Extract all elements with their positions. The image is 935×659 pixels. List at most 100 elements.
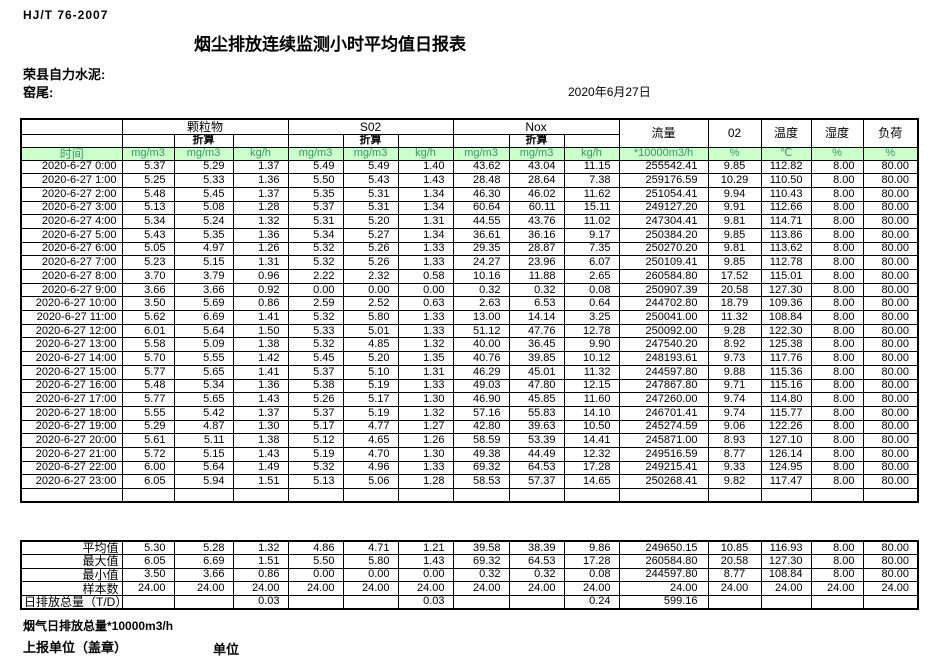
value-cell: 6.05 bbox=[121, 474, 175, 489]
value-cell: 46.90 bbox=[452, 392, 510, 407]
value-cell: 1.31 bbox=[232, 255, 289, 270]
header-blank-cell bbox=[232, 133, 289, 148]
value-cell: 5.08 bbox=[173, 200, 234, 216]
value-cell: 4.85 bbox=[342, 337, 399, 353]
value-cell: 11.60 bbox=[563, 392, 620, 407]
value-cell: 4.70 bbox=[342, 446, 399, 462]
value-cell: 5.31 bbox=[342, 200, 399, 216]
value-cell: 8.00 bbox=[810, 364, 864, 380]
value-cell: 49.38 bbox=[452, 446, 510, 462]
time-cell: 2020-6-27 1:00 bbox=[20, 173, 123, 188]
summary-value-cell bbox=[760, 594, 812, 610]
value-cell: 13.00 bbox=[452, 310, 510, 325]
summary-value-cell: 24.00 bbox=[397, 581, 454, 596]
value-cell: 0.08 bbox=[563, 282, 620, 298]
value-cell: 9.74 bbox=[707, 392, 762, 407]
summary-value-cell: 0.32 bbox=[452, 567, 510, 583]
value-cell: 2.22 bbox=[287, 269, 344, 284]
value-cell: 44.49 bbox=[508, 446, 565, 462]
value-cell: 125.38 bbox=[760, 337, 812, 353]
value-cell: 24.27 bbox=[452, 255, 510, 270]
value-cell: 1.38 bbox=[232, 337, 289, 353]
value-cell: 4.96 bbox=[342, 460, 399, 476]
value-cell: 5.09 bbox=[173, 337, 234, 353]
summary-value-cell: 0.86 bbox=[232, 567, 289, 583]
value-cell: 57.16 bbox=[452, 405, 510, 421]
value-cell: 5.34 bbox=[121, 214, 175, 229]
unit-header: % bbox=[810, 146, 864, 161]
summary-value-cell: 9.86 bbox=[563, 540, 620, 556]
converted-label: 折算 bbox=[173, 133, 234, 148]
value-cell: 1.36 bbox=[232, 227, 289, 243]
data-row: 2020-6-27 7:00 5.23 5.15 1.31 5.32 5.26 1.33 24… bbox=[20, 255, 919, 270]
value-cell: 249516.59 bbox=[618, 446, 709, 462]
value-cell: 108.84 bbox=[760, 310, 812, 325]
value-cell: 250041.00 bbox=[618, 310, 709, 325]
value-cell: 40.00 bbox=[452, 337, 510, 353]
value-cell: 14.14 bbox=[508, 310, 565, 325]
value-cell: 4.87 bbox=[173, 419, 234, 435]
summary-value-cell bbox=[810, 594, 864, 610]
unit-header: kg/h bbox=[232, 146, 289, 161]
summary-value-cell bbox=[287, 594, 344, 610]
value-cell: 80.00 bbox=[862, 378, 919, 394]
time-cell: 2020-6-27 10:00 bbox=[20, 296, 123, 312]
value-cell: 5.64 bbox=[173, 323, 234, 339]
value-cell: 5.20 bbox=[342, 214, 399, 229]
value-cell: 9.74 bbox=[707, 405, 762, 421]
value-cell: 5.32 bbox=[287, 241, 344, 257]
value-cell: 1.49 bbox=[232, 460, 289, 476]
summary-value-cell bbox=[452, 594, 510, 610]
value-cell: 0.32 bbox=[508, 282, 565, 298]
value-cell: 5.77 bbox=[121, 392, 175, 407]
value-cell: 5.70 bbox=[121, 351, 175, 366]
value-cell: 3.66 bbox=[173, 282, 234, 298]
value-cell: 0.32 bbox=[452, 282, 510, 298]
value-cell: 46.02 bbox=[508, 186, 565, 202]
value-cell: 5.37 bbox=[287, 405, 344, 421]
empty-cell bbox=[618, 488, 709, 502]
value-cell: 0.63 bbox=[397, 296, 454, 312]
value-cell: 1.28 bbox=[232, 200, 289, 216]
data-row: 2020-6-27 13:00 5.58 5.09 1.38 5.32 4.85 1.32 4… bbox=[20, 337, 919, 353]
value-cell: 117.76 bbox=[760, 351, 812, 366]
summary-value-cell: 80.00 bbox=[862, 540, 919, 556]
value-cell: 1.26 bbox=[232, 241, 289, 257]
value-cell: 5.13 bbox=[121, 200, 175, 216]
value-cell: 5.37 bbox=[287, 364, 344, 380]
value-cell: 28.64 bbox=[508, 173, 565, 188]
summary-label: 平均值 bbox=[20, 540, 123, 556]
value-cell: 1.30 bbox=[232, 419, 289, 435]
summary-value-cell: 24.00 bbox=[121, 581, 175, 596]
col-header-temperature: 温度 bbox=[760, 118, 812, 148]
value-cell: 46.30 bbox=[452, 186, 510, 202]
summary-value-cell: 5.80 bbox=[342, 554, 399, 569]
value-cell: 5.32 bbox=[287, 460, 344, 476]
value-cell: 80.00 bbox=[862, 323, 919, 339]
value-cell: 9.90 bbox=[563, 337, 620, 353]
summary-value-cell: 5.30 bbox=[121, 540, 175, 556]
value-cell: 7.35 bbox=[563, 241, 620, 257]
value-cell: 2.32 bbox=[342, 269, 399, 284]
value-cell: 80.00 bbox=[862, 310, 919, 325]
value-cell: 4.77 bbox=[342, 419, 399, 435]
value-cell: 249215.41 bbox=[618, 460, 709, 476]
value-cell: 45.85 bbox=[508, 392, 565, 407]
summary-value-cell: 0.00 bbox=[342, 567, 399, 583]
value-cell: 1.33 bbox=[397, 310, 454, 325]
converted-label: 折算 bbox=[508, 133, 565, 148]
value-cell: 28.48 bbox=[452, 173, 510, 188]
summary-value-cell: 10.85 bbox=[707, 540, 762, 556]
value-cell: 9.81 bbox=[707, 214, 762, 229]
value-cell: 260584.80 bbox=[618, 269, 709, 284]
value-cell: 250384.20 bbox=[618, 227, 709, 243]
empty-cell bbox=[810, 488, 864, 502]
time-cell: 2020-6-27 11:00 bbox=[20, 310, 123, 325]
value-cell: 250270.20 bbox=[618, 241, 709, 257]
value-cell: 127.30 bbox=[760, 282, 812, 298]
value-cell: 114.71 bbox=[760, 214, 812, 229]
value-cell: 5.23 bbox=[121, 255, 175, 270]
value-cell: 5.80 bbox=[342, 310, 399, 325]
summary-value-cell: 38.39 bbox=[508, 540, 565, 556]
value-cell: 1.37 bbox=[232, 159, 289, 175]
